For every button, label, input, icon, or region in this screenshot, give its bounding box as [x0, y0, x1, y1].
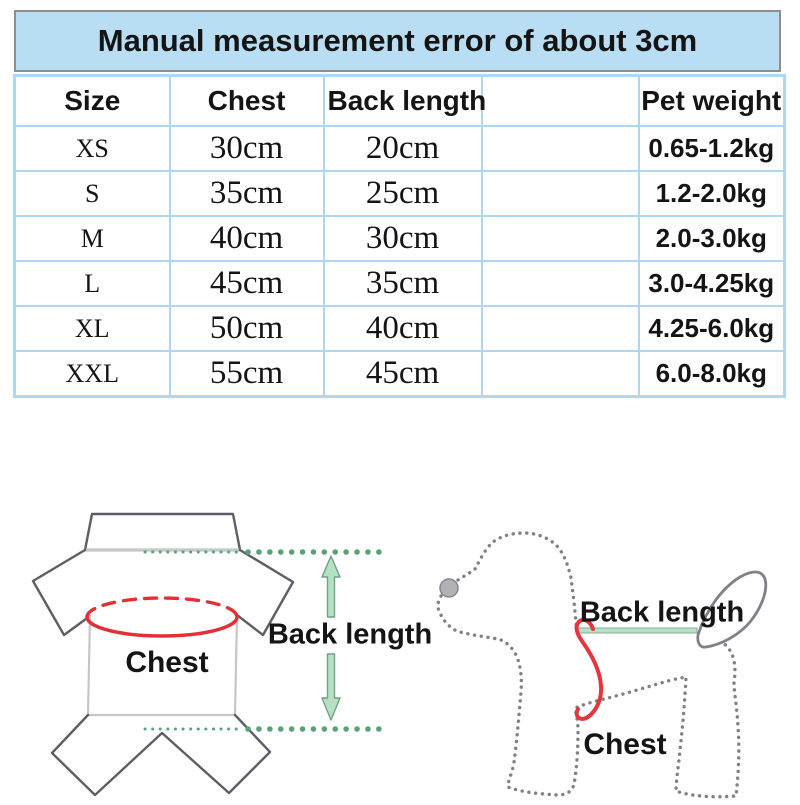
back-length-cell: 35cm	[322, 260, 483, 307]
table-row: S 35cm 25cm 1.2-2.0kg	[13, 170, 786, 217]
weight-cell: 6.0-8.0kg	[637, 350, 786, 398]
weight-cell: 0.65-1.2kg	[637, 125, 786, 172]
dog-head-outline	[456, 531, 579, 633]
weight-cell: 1.2-2.0kg	[637, 170, 786, 217]
column-header-back-length: Back length	[322, 74, 486, 127]
dog-body-outline	[436, 594, 741, 799]
dog-back-length-label: Back length	[579, 596, 745, 629]
dog-diagram	[436, 531, 768, 799]
table-row: XS 30cm 20cm 0.65-1.2kg	[13, 125, 786, 172]
back-length-cell: 40cm	[322, 305, 483, 352]
weight-cell: 4.25-6.0kg	[637, 305, 786, 352]
empty-cell	[480, 125, 640, 172]
chest-cell: 50cm	[168, 305, 325, 352]
size-cell: XS	[13, 125, 171, 172]
size-cell: XL	[13, 305, 171, 352]
chest-cell: 35cm	[168, 170, 325, 217]
title-banner: Manual measurement error of about 3cm	[14, 10, 781, 72]
table-row: XL 50cm 40cm 4.25-6.0kg	[13, 305, 786, 352]
table-header-row: Size Chest Back length Pet weight	[13, 74, 786, 127]
chest-cell: 30cm	[168, 125, 325, 172]
garment-back-length-label: Back length	[267, 618, 433, 651]
column-header-pet-weight: Pet weight	[637, 74, 786, 127]
chest-cell: 45cm	[168, 260, 325, 307]
empty-cell	[480, 305, 640, 352]
dog-chest-label: Chest	[583, 728, 667, 761]
garment-left-sleeve	[31, 548, 92, 637]
garment-right-sleeve	[235, 548, 295, 637]
chest-cell: 40cm	[168, 215, 325, 262]
empty-cell	[480, 260, 640, 307]
dog-tail	[696, 570, 768, 649]
garment-collar	[83, 512, 242, 552]
measurement-diagrams	[0, 430, 800, 800]
weight-cell: 3.0-4.25kg	[637, 260, 786, 307]
back-length-arrow	[321, 555, 341, 721]
chest-ellipse-dashed	[85, 596, 239, 619]
table-row: M 40cm 30cm 2.0-3.0kg	[13, 215, 786, 262]
garment-legs	[50, 713, 272, 797]
weight-cell: 2.0-3.0kg	[637, 215, 786, 262]
table-row: L 45cm 35cm 3.0-4.25kg	[13, 260, 786, 307]
dotted-measure-lines	[143, 549, 390, 732]
dog-nose	[439, 578, 459, 598]
garment-torso	[86, 613, 239, 717]
table-row: XXL 55cm 45cm 6.0-8.0kg	[13, 350, 786, 398]
chest-cell: 55cm	[168, 350, 325, 398]
diagram-canvas	[31, 512, 768, 799]
chest-ellipse-solid	[85, 615, 239, 638]
back-length-cell: 45cm	[322, 350, 483, 398]
size-cell: XXL	[13, 350, 171, 398]
size-cell: L	[13, 260, 171, 307]
back-length-cell: 25cm	[322, 170, 483, 217]
column-header-chest: Chest	[168, 74, 325, 127]
back-length-cell: 30cm	[322, 215, 483, 262]
column-header-empty	[480, 74, 640, 127]
size-cell: M	[13, 215, 171, 262]
empty-cell	[480, 170, 640, 217]
title-text: Manual measurement error of about 3cm	[97, 23, 698, 58]
back-length-cell: 20cm	[322, 125, 483, 172]
garment-diagram	[31, 512, 390, 797]
empty-cell	[480, 350, 640, 398]
size-table: Size Chest Back length Pet weight XS 30c…	[13, 74, 786, 398]
size-cell: S	[13, 170, 171, 217]
empty-cell	[480, 215, 640, 262]
garment-chest-label: Chest	[125, 646, 209, 679]
column-header-size: Size	[13, 74, 171, 127]
dog-chest-measure-line	[574, 617, 604, 721]
